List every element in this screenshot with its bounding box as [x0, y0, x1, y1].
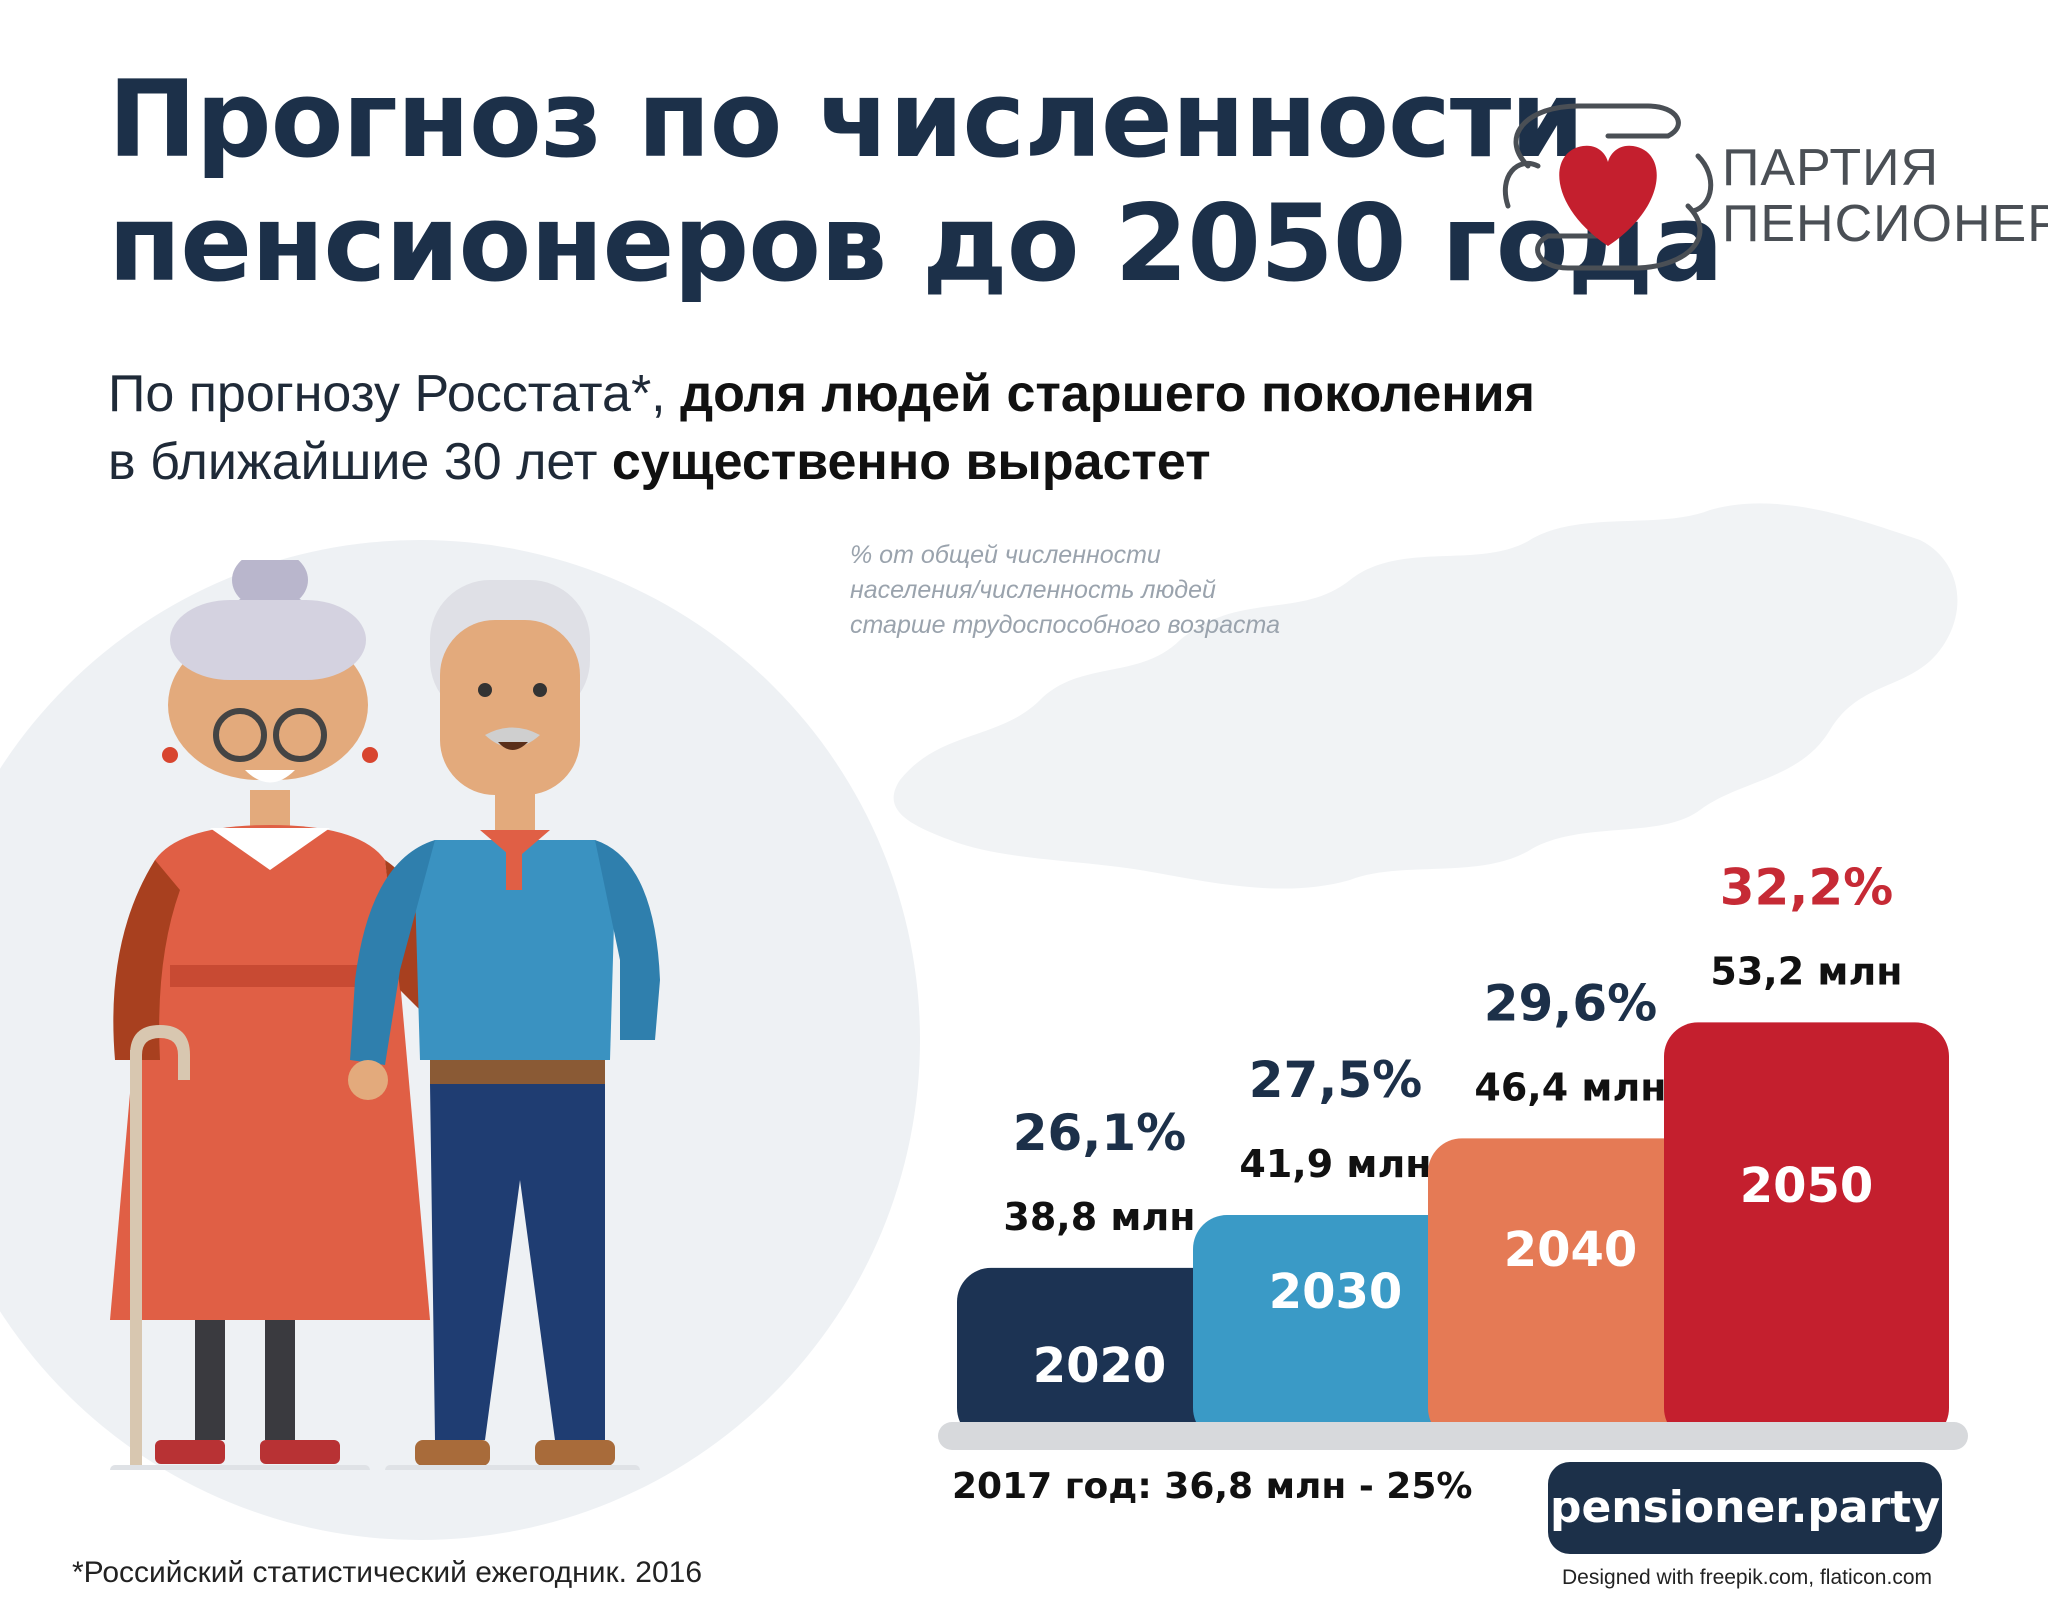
bar-year-label-2040: 2040 — [1504, 1222, 1638, 1278]
subtitle-line-2-bold: существенно вырастет — [611, 433, 1211, 491]
credit-text: Designed with freepik.com, flaticon.com — [1562, 1566, 1932, 1589]
title-line-1: Прогноз по численности — [108, 58, 1585, 181]
footnote: *Российский статистический ежегодник. 20… — [72, 1556, 703, 1589]
bar-2050 — [1664, 1022, 1949, 1442]
subtitle-line-2: в ближайшие 30 лет существенно вырастет — [108, 433, 1211, 491]
percent-label-2020: 26,1% — [1013, 1104, 1186, 1162]
percent-label-2050: 32,2% — [1720, 858, 1893, 916]
chart-note-line-1: % от общей численности — [850, 541, 1161, 569]
bar-2040 — [1428, 1138, 1713, 1442]
chart-note-line-3: старше трудоспособного возраста — [850, 611, 1280, 639]
page-title: Прогноз по численности пенсионеров до 20… — [108, 58, 1724, 306]
subtitle-line-1-bold: доля людей старшего поколения — [680, 365, 1535, 423]
heart-in-hands-icon — [1502, 103, 1714, 271]
percent-label-2030: 27,5% — [1249, 1051, 1422, 1109]
value-label-2030: 41,9 млн — [1239, 1142, 1431, 1186]
site-url-badge[interactable]: pensioner.party — [1548, 1462, 1942, 1554]
logo-text: ПАРТИЯ ПЕНСИОНЕРОВ — [1722, 140, 2048, 252]
bar-2020 — [957, 1267, 1242, 1442]
bar-year-label-2020: 2020 — [1033, 1338, 1167, 1394]
russia-map-silhouette — [893, 503, 1958, 889]
chart-baseline — [938, 1422, 1968, 1450]
chart-note-line-2: населения/численность людей — [850, 576, 1216, 604]
logo-line-2: ПЕНСИОНЕРОВ — [1722, 195, 2048, 253]
elderly-couple-illustration — [110, 560, 660, 1470]
subtitle-line-1-regular: По прогнозу Росстата*, — [108, 365, 681, 423]
percent-label-2040: 29,6% — [1484, 974, 1657, 1032]
chart-note: % от общей численности населения/численн… — [850, 538, 1350, 643]
subtitle-line-2-regular: в ближайшие 30 лет — [108, 433, 612, 491]
value-label-2040: 46,4 млн — [1474, 1065, 1666, 1109]
subtitle-line-1: По прогнозу Росстата*, доля людей старше… — [108, 365, 1535, 423]
bar-2030 — [1193, 1215, 1478, 1442]
logo-line-1: ПАРТИЯ — [1722, 139, 1940, 197]
bar-year-label-2050: 2050 — [1740, 1158, 1874, 1214]
value-label-2020: 38,8 млн — [1003, 1195, 1195, 1239]
subtitle: По прогнозу Росстата*, доля людей старше… — [108, 360, 1535, 496]
base-year-note: 2017 год: 36,8 млн - 25% — [952, 1466, 1473, 1507]
bar-year-label-2030: 2030 — [1269, 1264, 1403, 1320]
value-label-2050: 53,2 млн — [1710, 949, 1902, 993]
title-line-2: пенсионеров до 2050 года — [108, 182, 1724, 305]
